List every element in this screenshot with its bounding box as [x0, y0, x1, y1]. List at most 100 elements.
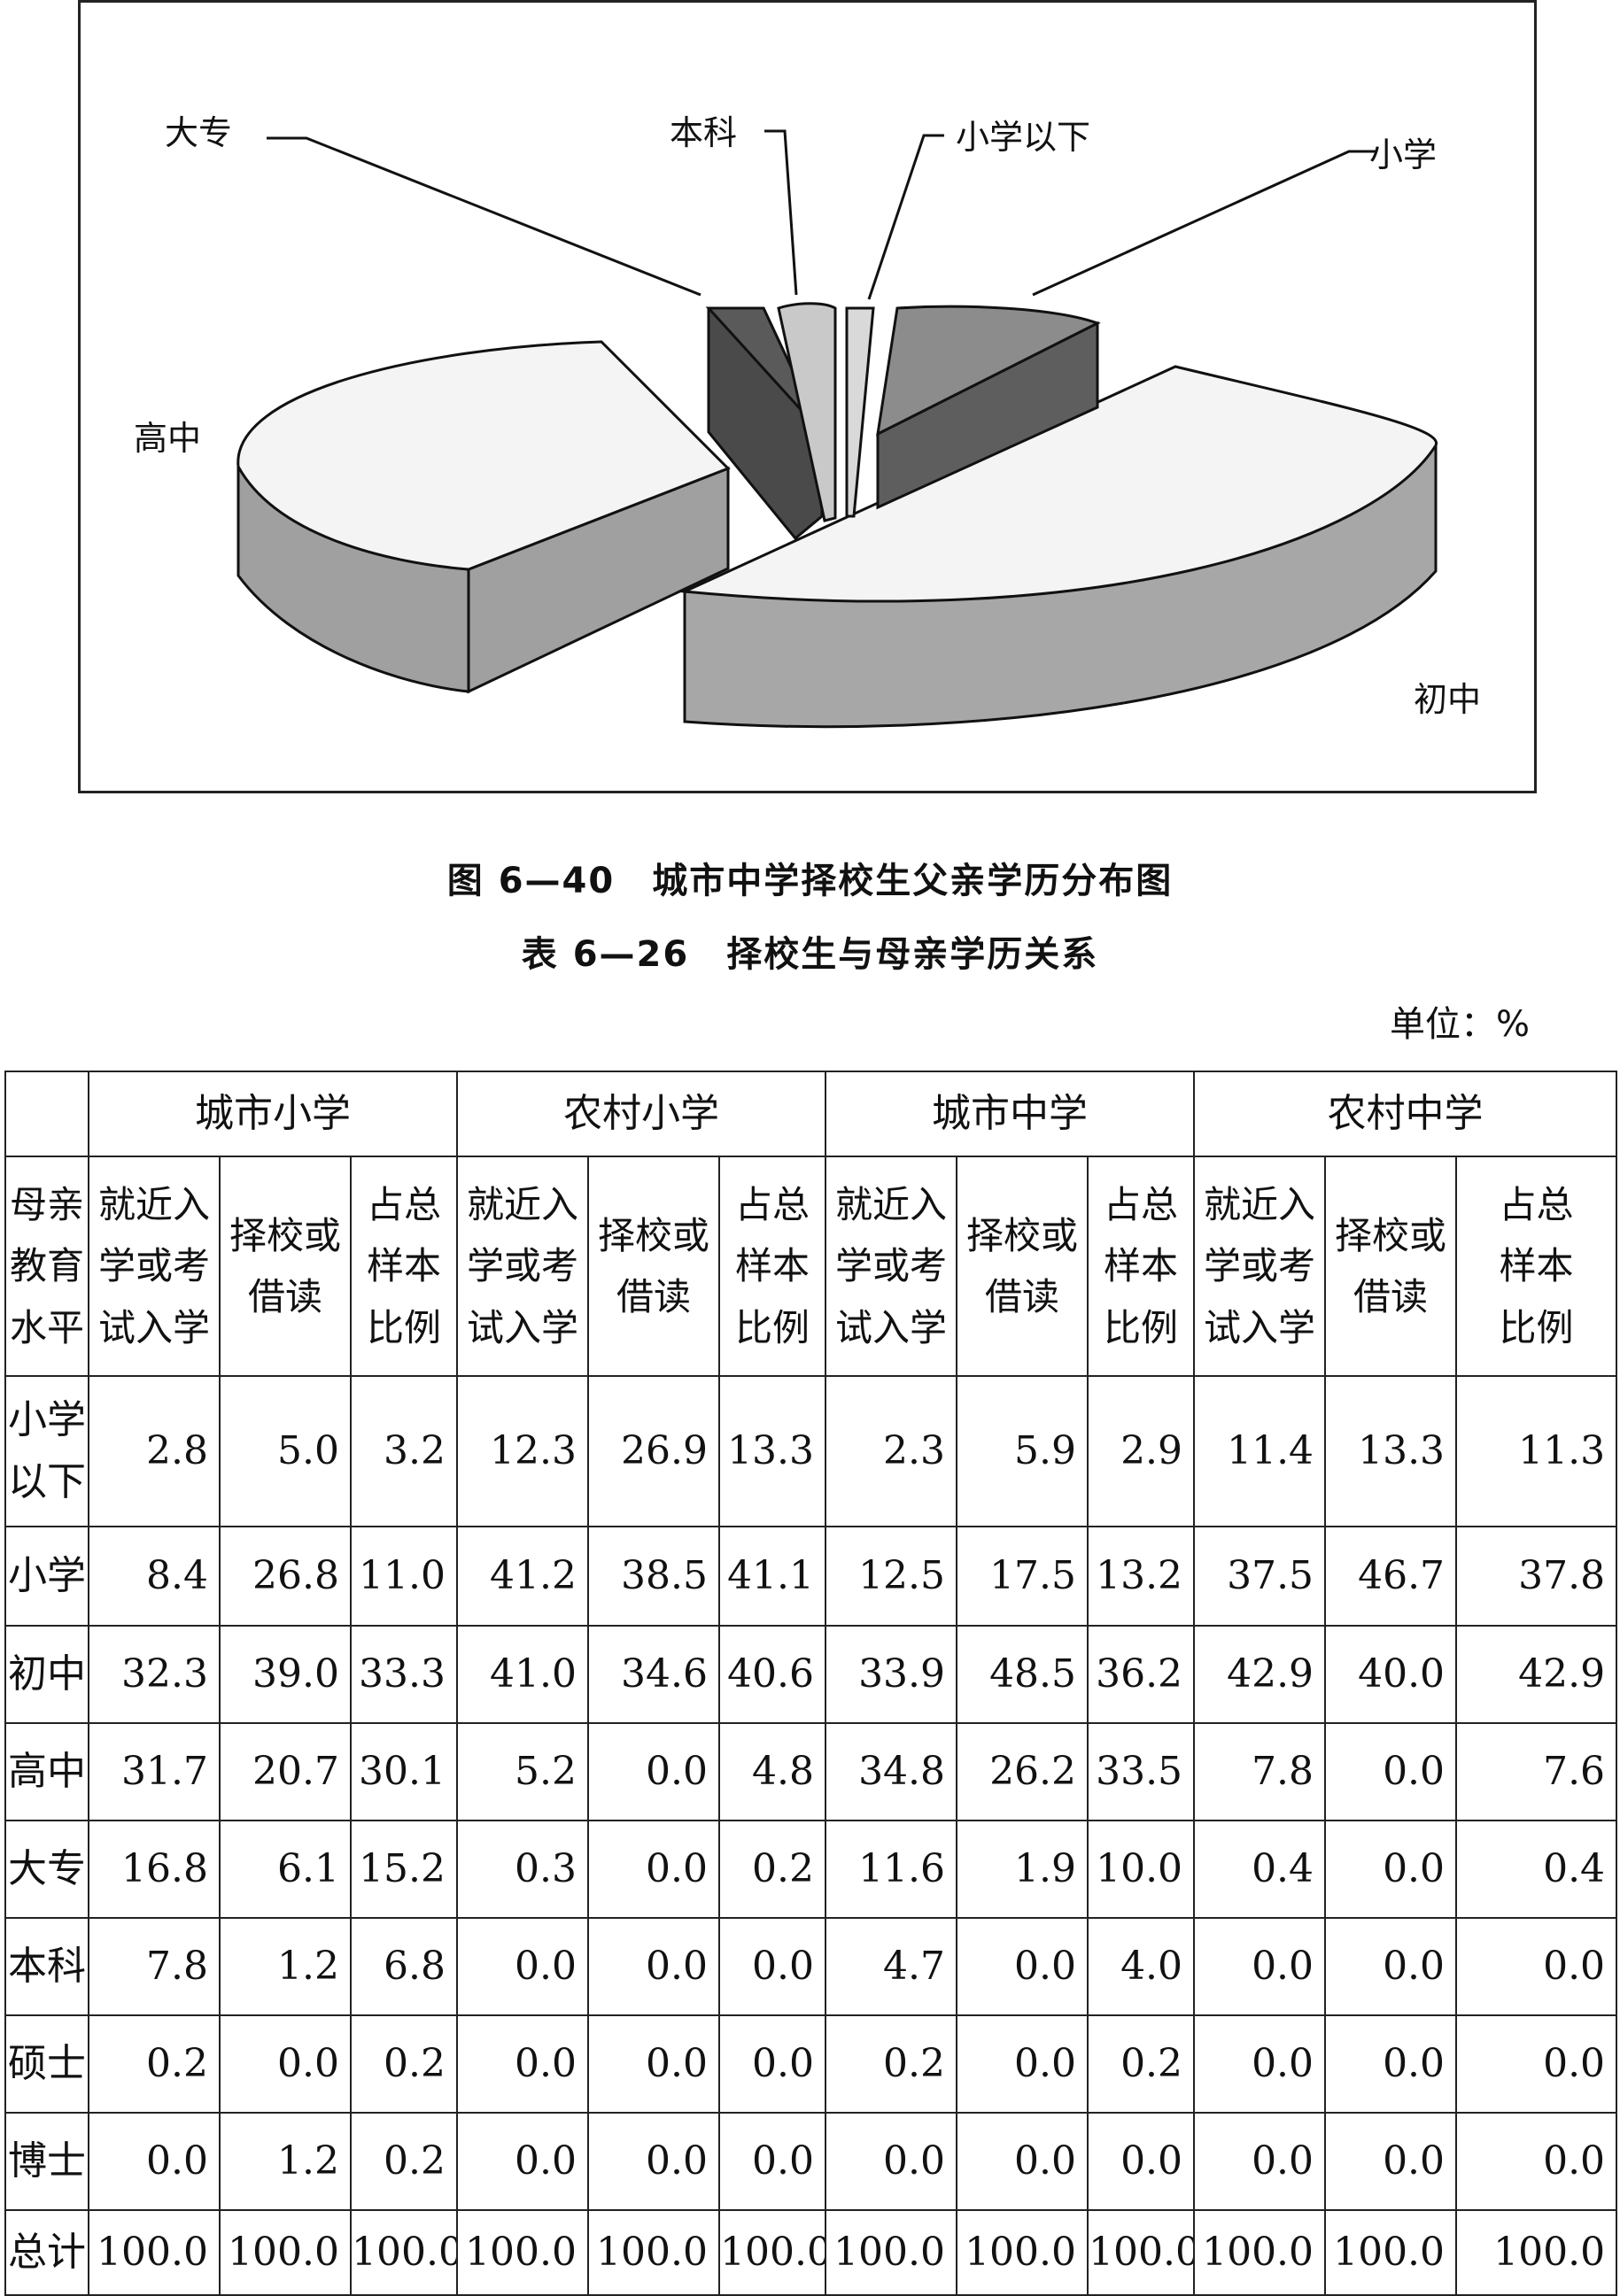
table-cell: 0.0 — [587, 1820, 721, 1919]
corner-cell — [4, 1071, 89, 1157]
sub-header-line: 比例 — [1499, 1305, 1574, 1349]
table-cell: 10.0 — [1087, 1820, 1196, 1919]
table-cell: 34.6 — [587, 1625, 721, 1724]
row-label-line: 博士 — [8, 2138, 86, 2184]
figure-caption: 图 6—40 城市中学择校生父亲学历分布图 — [446, 861, 1174, 901]
sub-header-line: 就近入 — [97, 1183, 210, 1227]
sub-header-line: 占总 — [1104, 1183, 1179, 1227]
table-cell: 0.0 — [1193, 2014, 1327, 2114]
unit-label: 单位：% — [1389, 1004, 1530, 1045]
row-label: 初中 — [4, 1625, 89, 1724]
table-cell: 100.0 — [1324, 2209, 1458, 2296]
table-cell: 12.5 — [825, 1526, 958, 1627]
table-cell: 0.4 — [1455, 1820, 1618, 1919]
table-cell: 0.0 — [1193, 1917, 1327, 2016]
sub-header-line: 学或考 — [467, 1244, 579, 1288]
sub-header-line: 占总 — [367, 1183, 442, 1227]
row-label-line: 大专 — [8, 1845, 86, 1891]
table-cell: 0.2 — [88, 2014, 221, 2114]
rowhead-header: 母亲 教育 水平 — [4, 1156, 89, 1377]
table-cell: 4.8 — [718, 1722, 827, 1821]
sub-header: 就近入 学或考 试入学 — [825, 1156, 958, 1377]
table-cell: 6.1 — [219, 1820, 352, 1919]
table-cell: 36.2 — [1087, 1625, 1196, 1724]
table-cell: 26.2 — [956, 1722, 1089, 1821]
leader-line-xiaoxue — [1032, 150, 1376, 297]
table-cell: 100.0 — [1087, 2209, 1196, 2296]
sub-header-line: 学或考 — [1204, 1244, 1316, 1288]
table-cell: 38.5 — [587, 1526, 721, 1627]
table-cell: 100.0 — [718, 2209, 827, 2296]
table-cell: 33.9 — [825, 1625, 958, 1724]
rowhead-header-line: 水平 — [9, 1305, 84, 1349]
table-cell: 0.0 — [456, 2112, 590, 2211]
table-cell: 100.0 — [956, 2209, 1089, 2296]
sub-header-line: 择校或 — [598, 1213, 710, 1257]
slice-label-benke: 本科 — [670, 113, 737, 152]
table-cell: 1.2 — [219, 1917, 352, 2016]
row-label: 博士 — [4, 2112, 89, 2211]
leader-line-xiaoxue-yixia — [867, 134, 944, 300]
sub-header-line: 择校或 — [1335, 1213, 1447, 1257]
table-cell: 0.0 — [956, 2014, 1089, 2114]
table-cell: 12.3 — [456, 1375, 590, 1527]
row-label-line: 本科 — [8, 1943, 86, 1989]
table-row: 小学 8.4 26.8 11.0 41.2 38.5 41.1 12.5 17.5 13.2 37.… — [4, 1526, 1618, 1627]
group-header: 城市中学 — [825, 1071, 1196, 1157]
table-cell: 100.0 — [587, 2209, 721, 2296]
sub-header-line: 样本 — [1499, 1244, 1574, 1288]
table-caption: 表 6—26 择校生与母亲学历关系 — [521, 934, 1099, 975]
sub-header-line: 样本 — [367, 1244, 442, 1288]
table-cell: 30.1 — [349, 1722, 459, 1821]
table-cell: 0.2 — [349, 2112, 459, 2211]
table-cell: 1.9 — [956, 1820, 1089, 1919]
table-cell: 7.8 — [1193, 1722, 1327, 1821]
slice-label-chuzhong: 初中 — [1414, 680, 1481, 719]
slice-label-xiaoxue: 小学 — [1369, 135, 1437, 174]
table-cell: 2.8 — [88, 1375, 221, 1527]
table-cell: 0.0 — [956, 2112, 1089, 2211]
education-table: 城市小学 农村小学 城市中学 农村中学 母亲 教育 水平 就近入 学或考 试入学 择校… — [4, 1071, 1618, 2296]
row-label-line: 初中 — [8, 1650, 86, 1697]
table-cell: 41.2 — [456, 1526, 590, 1627]
table-cell: 17.5 — [956, 1526, 1089, 1627]
sub-header-line: 占总 — [1499, 1183, 1574, 1227]
table-cell: 16.8 — [88, 1820, 221, 1919]
table-cell: 48.5 — [956, 1625, 1089, 1724]
table-cell: 4.7 — [825, 1917, 958, 2016]
sub-header-line: 学或考 — [97, 1244, 210, 1288]
table-cell: 0.0 — [587, 2014, 721, 2114]
table-cell: 0.2 — [825, 2014, 958, 2114]
sub-header: 就近入 学或考 试入学 — [456, 1156, 590, 1377]
table-cell: 0.0 — [1455, 2014, 1618, 2114]
table-cell: 42.9 — [1455, 1625, 1618, 1724]
table-cell: 26.8 — [219, 1526, 352, 1627]
sub-header-line: 样本 — [1104, 1244, 1179, 1288]
table-cell: 0.0 — [219, 2014, 352, 2114]
table-row: 小学 以下 2.8 5.0 3.2 12.3 26.9 13.3 2.3 5.9 2.9 11.4 13… — [4, 1375, 1618, 1527]
table-cell: 37.8 — [1455, 1526, 1618, 1627]
table-row: 硕士 0.2 0.0 0.2 0.0 0.0 0.0 0.2 0.0 0.2 0.0 0.0 0.0 — [4, 2014, 1618, 2114]
table-cell: 1.2 — [219, 2112, 352, 2211]
sub-header: 占总 样本 比例 — [718, 1156, 827, 1377]
table-cell: 0.0 — [587, 1917, 721, 2016]
row-label: 小学 以下 — [4, 1375, 89, 1527]
table-row: 总计 100.0 100.0 100.0 100.0 100.0 100.0 100.0 100… — [4, 2209, 1618, 2296]
table-cell: 0.2 — [1087, 2014, 1196, 2114]
table-cell: 0.0 — [718, 2112, 827, 2211]
table-cell: 0.0 — [956, 1917, 1089, 2016]
table-cell: 13.2 — [1087, 1526, 1196, 1627]
table-cell: 13.3 — [718, 1375, 827, 1527]
table-cell: 15.2 — [349, 1820, 459, 1919]
row-label: 本科 — [4, 1917, 89, 2016]
sub-header-line: 试入学 — [835, 1305, 948, 1349]
slice-label-dazhuan: 大专 — [165, 113, 232, 152]
table-cell: 5.0 — [219, 1375, 352, 1527]
sub-header-line: 占总 — [735, 1183, 810, 1227]
sub-header-line: 就近入 — [467, 1183, 579, 1227]
table-cell: 3.2 — [349, 1375, 459, 1527]
table-cell: 4.0 — [1087, 1917, 1196, 2016]
table-row: 初中 32.3 39.0 33.3 41.0 34.6 40.6 33.9 48.5 36.2 42… — [4, 1625, 1618, 1724]
table-cell: 0.0 — [587, 2112, 721, 2211]
table-cell: 11.6 — [825, 1820, 958, 1919]
